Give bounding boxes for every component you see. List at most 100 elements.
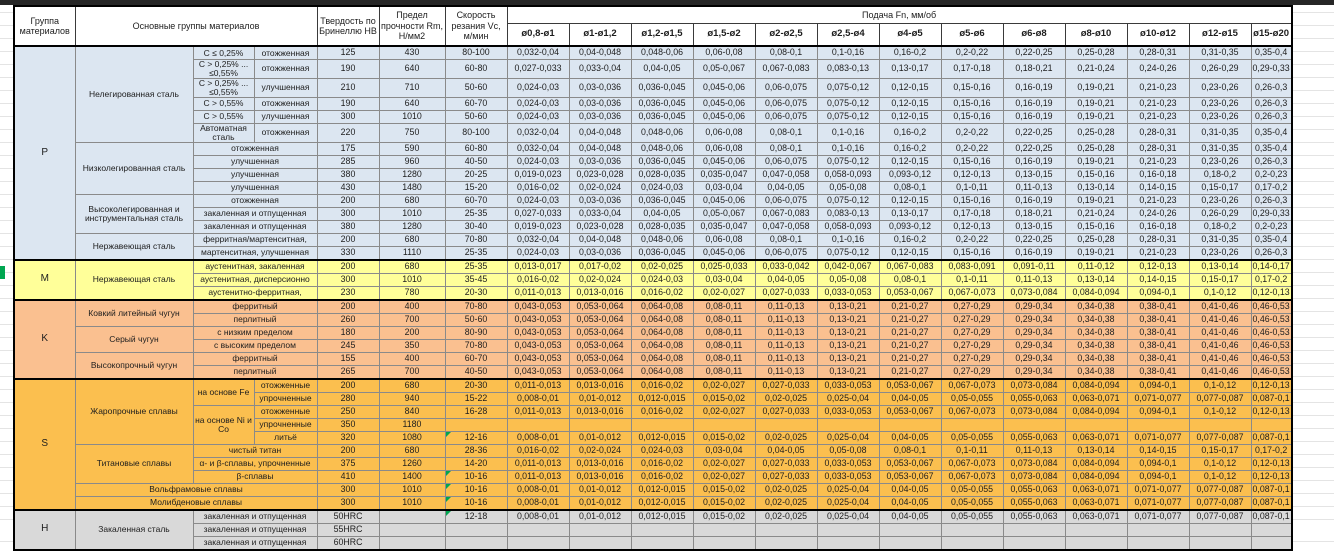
feed-cell[interactable]: 0,045-0,06	[692, 245, 756, 261]
feed-cell[interactable]: 0,036-0,045	[630, 109, 694, 124]
condition-cell[interactable]: аустенитно-ферритная,	[192, 285, 318, 301]
feed-cell[interactable]: 0,024-0,03	[506, 154, 570, 169]
feed-cell[interactable]: 0,024-0,03	[630, 272, 694, 287]
feed-cell[interactable]: 0,19-0,21	[1064, 77, 1128, 98]
feed-cell[interactable]: 0,26-0,3	[1250, 109, 1293, 124]
feed-cell[interactable]	[940, 417, 1004, 432]
condition-cell[interactable]: закаленная и отпущенная	[192, 535, 318, 551]
speed-cell[interactable]: 70-80	[444, 298, 508, 314]
header-diameter-12[interactable]: ø15-ø20	[1250, 23, 1293, 47]
condition-cell[interactable]: перлитный	[192, 312, 318, 327]
feed-cell[interactable]: 0,027-0,033	[754, 285, 818, 301]
feed-cell[interactable]: 0,13-0,14	[1064, 443, 1128, 458]
feed-cell[interactable]: 0,043-0,053	[506, 338, 570, 353]
feed-cell[interactable]: 0,14-0,17	[1250, 258, 1293, 274]
feed-cell[interactable]: 0,043-0,053	[506, 312, 570, 327]
feed-cell[interactable]: 0,036-0,045	[630, 154, 694, 169]
speed-cell[interactable]	[444, 522, 508, 537]
feed-cell[interactable]: 0,045-0,06	[692, 193, 756, 208]
material-name-cell[interactable]: Закаленная сталь	[74, 508, 194, 551]
feed-cell[interactable]: 0,033-0,042	[754, 258, 818, 274]
feed-cell[interactable]: 0,46-0,53	[1250, 351, 1293, 366]
feed-cell[interactable]: 0,21-0,27	[878, 351, 942, 366]
feed-cell[interactable]: 0,071-0,077	[1126, 508, 1190, 524]
feed-cell[interactable]: 0,31-0,35	[1188, 45, 1252, 60]
feed-cell[interactable]: 0,29-0,33	[1250, 206, 1293, 221]
feed-cell[interactable]: 0,02-0,024	[568, 272, 632, 287]
speed-cell[interactable]: 50-60	[444, 77, 508, 98]
feed-cell[interactable]: 0,077-0,087	[1188, 391, 1252, 406]
feed-cell[interactable]: 0,067-0,073	[940, 456, 1004, 471]
speed-cell[interactable]: 25-35	[444, 258, 508, 274]
feed-cell[interactable]: 0,033-0,053	[816, 404, 880, 419]
feed-cell[interactable]: 0,27-0,29	[940, 351, 1004, 366]
feed-cell[interactable]: 0,043-0,053	[506, 351, 570, 366]
strength-cell[interactable]: 680	[378, 443, 446, 458]
feed-cell[interactable]: 0,28-0,31	[1126, 122, 1190, 143]
feed-cell[interactable]: 0,053-0,067	[878, 404, 942, 419]
feed-cell[interactable]: 0,1-0,12	[1188, 285, 1252, 301]
feed-cell[interactable]: 0,13-0,14	[1064, 180, 1128, 195]
feed-cell[interactable]: 0,067-0,083	[754, 59, 818, 79]
hardness-cell[interactable]: 300	[316, 272, 380, 287]
feed-cell[interactable]: 0,053-0,067	[878, 456, 942, 471]
feed-cell[interactable]: 0,15-0,16	[940, 193, 1004, 208]
feed-cell[interactable]: 0,24-0,26	[1126, 206, 1190, 221]
feed-cell[interactable]: 0,16-0,2	[878, 45, 942, 60]
feed-cell[interactable]: 0,04-0,048	[568, 141, 632, 156]
feed-cell[interactable]: 0,23-0,26	[1188, 96, 1252, 111]
feed-cell[interactable]: 0,015-0,02	[692, 495, 756, 511]
speed-cell[interactable]: 10-16	[444, 469, 508, 484]
speed-cell[interactable]: 60-70	[444, 351, 508, 366]
feed-cell[interactable]: 0,071-0,077	[1126, 495, 1190, 511]
material-name-cell[interactable]: Титановые сплавы	[74, 443, 194, 484]
condition-cell[interactable]: закаленная и отпущенная	[192, 219, 318, 234]
feed-cell[interactable]: 0,12-0,13	[1126, 258, 1190, 274]
header-diameter-11[interactable]: ø12-ø15	[1188, 23, 1252, 47]
feed-cell[interactable]: 0,03-0,036	[568, 154, 632, 169]
feed-cell[interactable]: 0,17-0,2	[1250, 443, 1293, 458]
hardness-cell[interactable]: 350	[316, 417, 380, 432]
hardness-cell[interactable]: 200	[316, 258, 380, 274]
feed-cell[interactable]	[692, 417, 756, 432]
feed-cell[interactable]	[1250, 522, 1293, 537]
speed-cell[interactable]: 80-100	[444, 45, 508, 60]
material-name-cell[interactable]: Ковкий литейный чугун	[74, 298, 194, 327]
feed-cell[interactable]: 0,16-0,19	[1002, 77, 1066, 98]
feed-cell[interactable]: 0,15-0,16	[940, 109, 1004, 124]
feed-cell[interactable]: 0,29-0,34	[1002, 312, 1066, 327]
feed-cell[interactable]: 0,19-0,21	[1064, 109, 1128, 124]
hardness-cell[interactable]: 320	[316, 430, 380, 445]
feed-cell[interactable]: 0,025-0,04	[816, 495, 880, 511]
condition-cell[interactable]: отожженная	[192, 141, 318, 156]
feed-cell[interactable]: 0,053-0,064	[568, 325, 632, 340]
feed-cell[interactable]	[630, 522, 694, 537]
speed-cell[interactable]: 80-100	[444, 122, 508, 143]
header-diameter-10[interactable]: ø10-ø12	[1126, 23, 1190, 47]
feed-cell[interactable]: 0,058-0,093	[816, 219, 880, 234]
feed-cell[interactable]: 0,1-0,11	[940, 272, 1004, 287]
feed-cell[interactable]: 0,29-0,34	[1002, 364, 1066, 380]
feed-cell[interactable]: 0,12-0,13	[940, 167, 1004, 182]
feed-cell[interactable]: 0,053-0,064	[568, 338, 632, 353]
feed-cell[interactable]: 0,02-0,027	[692, 285, 756, 301]
hardness-cell[interactable]: 430	[316, 180, 380, 195]
feed-cell[interactable]: 0,22-0,25	[1002, 141, 1066, 156]
condition-cell[interactable]: на основе Ni и Co	[192, 404, 255, 445]
feed-cell[interactable]: 0,41-0,46	[1188, 325, 1252, 340]
feed-cell[interactable]: 0,17-0,2	[1250, 180, 1293, 195]
feed-cell[interactable]: 0,011-0,013	[506, 285, 570, 301]
feed-cell[interactable]: 0,027-0,033	[506, 206, 570, 221]
speed-cell[interactable]: 20-30	[444, 377, 508, 393]
feed-cell[interactable]: 0,087-0,1	[1250, 495, 1293, 511]
feed-cell[interactable]: 0,27-0,29	[940, 338, 1004, 353]
feed-cell[interactable]: 0,26-0,3	[1250, 77, 1293, 98]
speed-cell[interactable]: 35-45	[444, 272, 508, 287]
feed-cell[interactable]: 0,027-0,033	[754, 377, 818, 393]
feed-cell[interactable]: 0,025-0,04	[816, 508, 880, 524]
hardness-cell[interactable]: 280	[316, 391, 380, 406]
strength-cell[interactable]: 1010	[378, 482, 446, 497]
feed-cell[interactable]	[1002, 417, 1066, 432]
feed-cell[interactable]: 0,13-0,17	[878, 59, 942, 79]
feed-cell[interactable]: 0,12-0,15	[878, 154, 942, 169]
